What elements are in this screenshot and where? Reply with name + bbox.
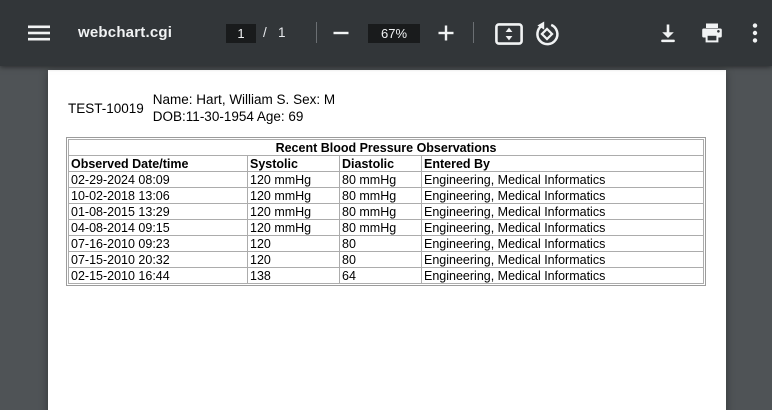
page-total: 1 — [278, 25, 286, 40]
table-row: 10-02-2018 13:06 120 mmHg 80 mmHg Engineeri… — [68, 187, 705, 204]
table-cell: 80 mmHg — [339, 171, 422, 188]
fit-to-page-icon — [495, 23, 523, 45]
three-dots-icon — [752, 23, 758, 43]
table-cell: Engineering, Medical Informatics — [420, 203, 705, 220]
pdf-page: TEST-10019 Name: Hart, William S. Sex: M… — [48, 70, 726, 410]
table-cell: 80 — [339, 235, 422, 252]
table-cell: 01-08-2015 13:29 — [68, 203, 248, 220]
column-header-observed: Observed Date/time — [68, 155, 248, 172]
table-cell: 02-29-2024 08:09 — [68, 171, 248, 188]
zoom-out-button[interactable] — [329, 23, 353, 43]
rotate-counterclockwise-icon — [534, 21, 560, 47]
table-cell: 04-08-2014 09:15 — [68, 219, 248, 236]
column-header-entered-by: Entered By — [420, 155, 705, 172]
table-row: 02-29-2024 08:09 120 mmHg 80 mmHg Engineeri… — [68, 171, 705, 188]
toolbar-divider — [473, 22, 474, 43]
table-row: 02-15-2010 16:44 138 64 Engineering, Medica… — [68, 267, 705, 284]
table-cell: Engineering, Medical Informatics — [420, 187, 705, 204]
column-header-diastolic: Diastolic — [339, 155, 422, 172]
rotate-button[interactable] — [533, 20, 561, 48]
table-cell: 120 — [247, 251, 340, 268]
bp-table-body: 02-29-2024 08:09 120 mmHg 80 mmHg Engineeri… — [68, 171, 705, 284]
minus-icon — [332, 24, 350, 42]
table-cell: 80 mmHg — [339, 203, 422, 220]
table-row: 01-08-2015 13:29 120 mmHg 80 mmHg Engineeri… — [68, 203, 705, 220]
more-options-button[interactable] — [748, 22, 762, 44]
page-separator: / — [263, 25, 267, 40]
bp-observations-table: Recent Blood Pressure Observations Obser… — [67, 139, 705, 284]
download-icon — [657, 22, 679, 44]
patient-header: TEST-10019 Name: Hart, William S. Sex: M… — [68, 91, 335, 125]
table-cell: 120 mmHg — [247, 171, 340, 188]
table-cell: 120 — [247, 235, 340, 252]
table-cell: Engineering, Medical Informatics — [420, 235, 705, 252]
table-cell: 10-02-2018 13:06 — [68, 187, 248, 204]
print-button[interactable] — [699, 21, 725, 45]
zoom-in-button[interactable] — [434, 22, 458, 44]
bp-table-wrapper: Recent Blood Pressure Observations Obser… — [66, 137, 707, 286]
table-row: 04-08-2014 09:15 120 mmHg 80 mmHg Engineeri… — [68, 219, 705, 236]
table-cell: 07-15-2010 20:32 — [68, 251, 248, 268]
table-cell: 120 mmHg — [247, 203, 340, 220]
column-header-systolic: Systolic — [247, 155, 340, 172]
document-title: webchart.cgi — [78, 24, 173, 41]
page-number-input[interactable] — [226, 24, 256, 43]
table-cell: 80 — [339, 251, 422, 268]
table-cell: Engineering, Medical Informatics — [420, 171, 705, 188]
table-cell: 138 — [247, 267, 340, 284]
table-cell: 07-16-2010 09:23 — [68, 235, 248, 252]
fit-to-page-button[interactable] — [494, 22, 524, 46]
table-cell: 64 — [339, 267, 422, 284]
table-row: 07-16-2010 09:23 120 80 Engineering, Medica… — [68, 235, 705, 252]
table-title-row: Recent Blood Pressure Observations — [67, 139, 705, 156]
pdf-toolbar: webchart.cgi / 1 — [0, 0, 772, 66]
table-cell: Engineering, Medical Informatics — [420, 267, 705, 284]
patient-id: TEST-10019 — [68, 100, 144, 116]
table-cell: 120 mmHg — [247, 219, 340, 236]
download-button[interactable] — [656, 21, 680, 45]
table-cell: 80 mmHg — [339, 219, 422, 236]
table-header-row: Observed Date/time Systolic Diastolic En… — [68, 155, 705, 172]
plus-icon — [437, 24, 455, 42]
patient-demographics-line2: DOB:11-30-1954 Age: 69 — [152, 109, 304, 124]
table-cell: 80 mmHg — [339, 187, 422, 204]
patient-demographics-line1: Name: Hart, William S. Sex: M — [152, 92, 336, 107]
zoom-level-input[interactable] — [368, 24, 420, 43]
print-icon — [700, 22, 724, 44]
toolbar-divider — [316, 22, 317, 43]
table-cell: 120 mmHg — [247, 187, 340, 204]
table-row: 07-15-2010 20:32 120 80 Engineering, Medica… — [68, 251, 705, 268]
table-cell: 02-15-2010 16:44 — [68, 267, 248, 284]
hamburger-icon — [28, 25, 50, 41]
table-cell: Engineering, Medical Informatics — [420, 251, 705, 268]
table-title: Recent Blood Pressure Observations — [67, 139, 705, 156]
table-cell: Engineering, Medical Informatics — [420, 219, 705, 236]
pdf-viewer-area[interactable]: TEST-10019 Name: Hart, William S. Sex: M… — [0, 66, 772, 410]
menu-button[interactable] — [24, 21, 54, 45]
